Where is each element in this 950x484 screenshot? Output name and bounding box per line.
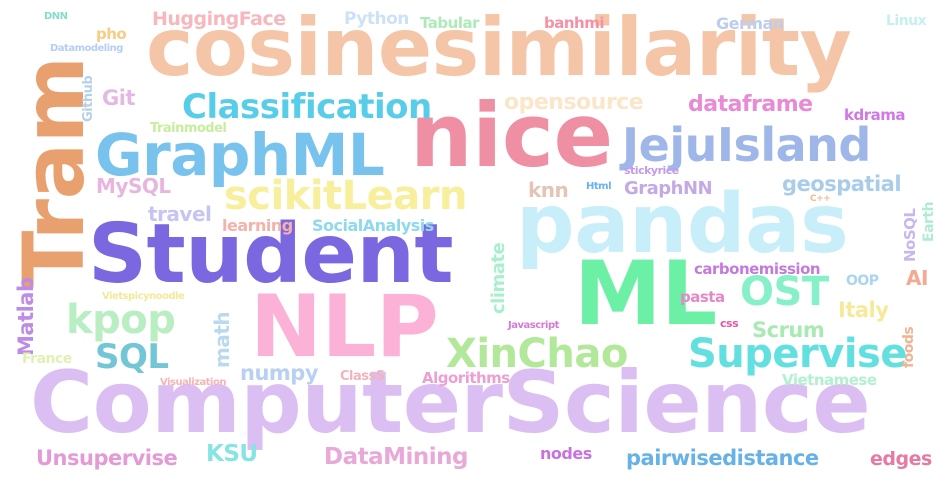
word-pandas: pandas xyxy=(516,177,849,272)
word-numpy: numpy xyxy=(240,361,319,385)
word-nodes: nodes xyxy=(540,444,592,463)
word-html: Html xyxy=(586,181,612,192)
word-github: Github xyxy=(81,75,96,122)
word-dataframe: dataframe xyxy=(688,92,813,117)
word-learning: learning xyxy=(222,216,293,235)
word-tabular: Tabular xyxy=(420,14,480,32)
word-nice: nice xyxy=(410,84,613,187)
word-sql: SQL xyxy=(95,337,169,377)
word-earth: Earth xyxy=(921,201,937,242)
word-ai: AI xyxy=(906,266,928,290)
word-nlp: NLP xyxy=(250,277,439,377)
word-travel: travel xyxy=(148,202,212,226)
word-mysql: MySQL xyxy=(96,174,171,198)
word-dnn: DNN xyxy=(44,11,68,22)
word-foods: foods xyxy=(901,326,917,368)
word-git: Git xyxy=(102,86,135,110)
word-scikitlearn: scikitLearn xyxy=(224,173,467,219)
word-oop: OOP xyxy=(846,273,879,289)
word-german: German xyxy=(716,14,784,33)
word-vietnamese: Vietnamese xyxy=(782,371,877,389)
word-banhmi: banhmi xyxy=(544,14,605,32)
word-computerscience: ComputerScience xyxy=(30,353,871,453)
word-datamodeling: Datamodeling xyxy=(50,43,123,54)
word-geospatial: geospatial xyxy=(782,172,902,196)
word-graphml: GraphML xyxy=(95,121,385,189)
word-unsupervise: Unsupervise xyxy=(36,446,178,470)
word-xinchao: XinChao xyxy=(446,331,628,377)
word-stickyrice: stickyrice xyxy=(624,164,679,177)
word-huggingface: HuggingFace xyxy=(152,8,286,30)
word-ml: ML xyxy=(574,242,717,345)
word-visualization: Visualization xyxy=(160,377,226,388)
word-edges: edges xyxy=(870,448,932,470)
word-cosinesimilarity: cosinesimilarity xyxy=(146,1,852,94)
word-opensource: opensource xyxy=(504,90,644,115)
word-graphnn: GraphNN xyxy=(624,178,713,199)
word-classification: Classification xyxy=(182,87,432,127)
word-pasta: pasta xyxy=(680,288,725,306)
word-kpop: kpop xyxy=(66,297,176,343)
word-css: css xyxy=(720,317,739,330)
word-italy: Italy xyxy=(838,298,889,322)
word-linux: Linux xyxy=(886,13,927,29)
word-matlab: Matlab xyxy=(14,277,38,356)
word-python: Python xyxy=(344,9,409,29)
word-pairwisedistance: pairwisedistance xyxy=(626,446,819,470)
word-scrum: Scrum xyxy=(752,318,825,342)
word-ksu: KSU xyxy=(206,441,258,467)
word-ost: OST xyxy=(740,269,829,315)
word-datamining: DataMining xyxy=(324,444,469,470)
word-supervise: Supervise xyxy=(688,331,908,377)
word-carbonemission: carbonemission xyxy=(694,260,821,278)
word-classs: ClassS xyxy=(340,369,385,384)
word-javascript: Javascript xyxy=(508,320,559,331)
word-math: math xyxy=(210,311,234,368)
word-nosql: NoSQL xyxy=(901,208,919,262)
word-socialanalysis: SocialAnalysis xyxy=(312,216,434,235)
word-kdrama: kdrama xyxy=(844,106,905,124)
word-trainmodel: Trainmodel xyxy=(150,121,227,136)
word-cpp: C++ xyxy=(810,194,831,204)
word-pho: pho xyxy=(96,25,127,43)
word-student: Student xyxy=(88,207,454,302)
word-vietspicynoodle: Vietspicynoodle xyxy=(102,291,185,302)
word-algorithms: Algorithms xyxy=(422,369,510,387)
word-jejuisland: JejuIsland xyxy=(622,118,871,172)
word-climate: climate xyxy=(488,242,509,314)
word-france: France xyxy=(22,351,72,367)
word-knn: knn xyxy=(528,178,569,202)
